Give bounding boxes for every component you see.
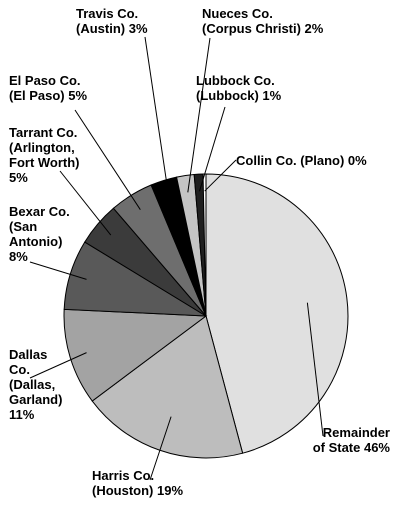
leader-line-collin-co-plano xyxy=(204,159,237,192)
slice-label-dallas-co-dallas-garland: Dallas Co. (Dallas, Garland) 11% xyxy=(9,347,62,422)
slice-label-line: (El Paso) 5% xyxy=(9,88,87,103)
slice-label-nueces-co-corpus-christi: Nueces Co. (Corpus Christi) 2% xyxy=(202,6,324,36)
slice-label-line: Fort Worth) xyxy=(9,155,80,170)
slice-label-el-paso-co-el-paso: El Paso Co. (El Paso) 5% xyxy=(9,73,87,103)
slice-label-line: Travis Co. xyxy=(76,6,138,21)
slice-label-line: (Austin) 3% xyxy=(76,21,148,36)
slice-label-line: (Arlington, xyxy=(9,140,75,155)
pie-slices xyxy=(63,173,349,459)
leader-line-el-paso-co-el-paso xyxy=(74,109,141,210)
slice-label-line: Collin Co. (Plano) 0% xyxy=(236,153,367,168)
slice-label-line: Tarrant Co. xyxy=(9,125,77,140)
slice-label-line: 11% xyxy=(9,407,35,422)
leader-line-bexar-co-san-antonio xyxy=(29,261,87,280)
slice-label-line: Dallas xyxy=(9,347,47,362)
slice-label-line: Co. xyxy=(9,362,30,377)
slice-label-line: Bexar Co. xyxy=(9,204,70,219)
pie-slice-dallas-co-dallas-garland xyxy=(63,308,208,402)
slice-label-line: El Paso Co. xyxy=(9,73,81,88)
slice-label-lubbock-co-lubbock: Lubbock Co. (Lubbock) 1% xyxy=(196,73,282,103)
slice-label-line: (Dallas, xyxy=(9,377,55,392)
slice-label-line: 5% xyxy=(9,170,28,185)
slice-label-travis-co-austin: Travis Co. (Austin) 3% xyxy=(76,6,148,36)
slice-label-line: 8% xyxy=(9,249,28,264)
pie-slice-remainder-of-state xyxy=(205,173,349,454)
leader-lines xyxy=(29,36,324,481)
leader-line-tarrant-co-arlington-fort-worth xyxy=(59,170,112,236)
slice-label-line: Nueces Co. xyxy=(202,6,273,21)
slice-label-line: (San xyxy=(9,219,37,234)
slice-label-line: Remainder xyxy=(323,425,390,440)
slice-label-line: Garland) xyxy=(9,392,62,407)
slice-label-tarrant-co-arlington-fort-worth: Tarrant Co. (Arlington, Fort Worth) 5% xyxy=(9,125,80,185)
slice-label-harris-co-houston: Harris Co. (Houston) 19% xyxy=(92,468,183,498)
leader-line-remainder-of-state xyxy=(306,302,324,437)
leader-line-harris-co-houston xyxy=(149,416,172,481)
slice-labels: Remainder of State 46% Harris Co. (Houston)… xyxy=(9,6,390,498)
slice-label-line: (Corpus Christi) 2% xyxy=(202,21,324,36)
slice-label-line: of State 46% xyxy=(313,440,391,455)
slice-label-bexar-co-san-antonio: Bexar Co. (San Antonio) 8% xyxy=(9,204,70,264)
leader-line-nueces-co-corpus-christi xyxy=(187,37,211,193)
slice-label-collin-co-plano: Collin Co. (Plano) 0% xyxy=(236,153,367,168)
leader-line-dallas-co-dallas-garland xyxy=(29,352,87,379)
slice-label-line: Harris Co. xyxy=(92,468,154,483)
slice-label-remainder-of-state: Remainder of State 46% xyxy=(313,425,391,455)
slice-label-line: (Lubbock) 1% xyxy=(196,88,282,103)
slice-label-line: Lubbock Co. xyxy=(196,73,275,88)
slice-label-line: (Houston) 19% xyxy=(92,483,183,498)
slice-label-line: Antonio) xyxy=(9,234,62,249)
leader-line-lubbock-co-lubbock xyxy=(199,106,226,192)
leader-line-travis-co-austin xyxy=(144,36,170,197)
